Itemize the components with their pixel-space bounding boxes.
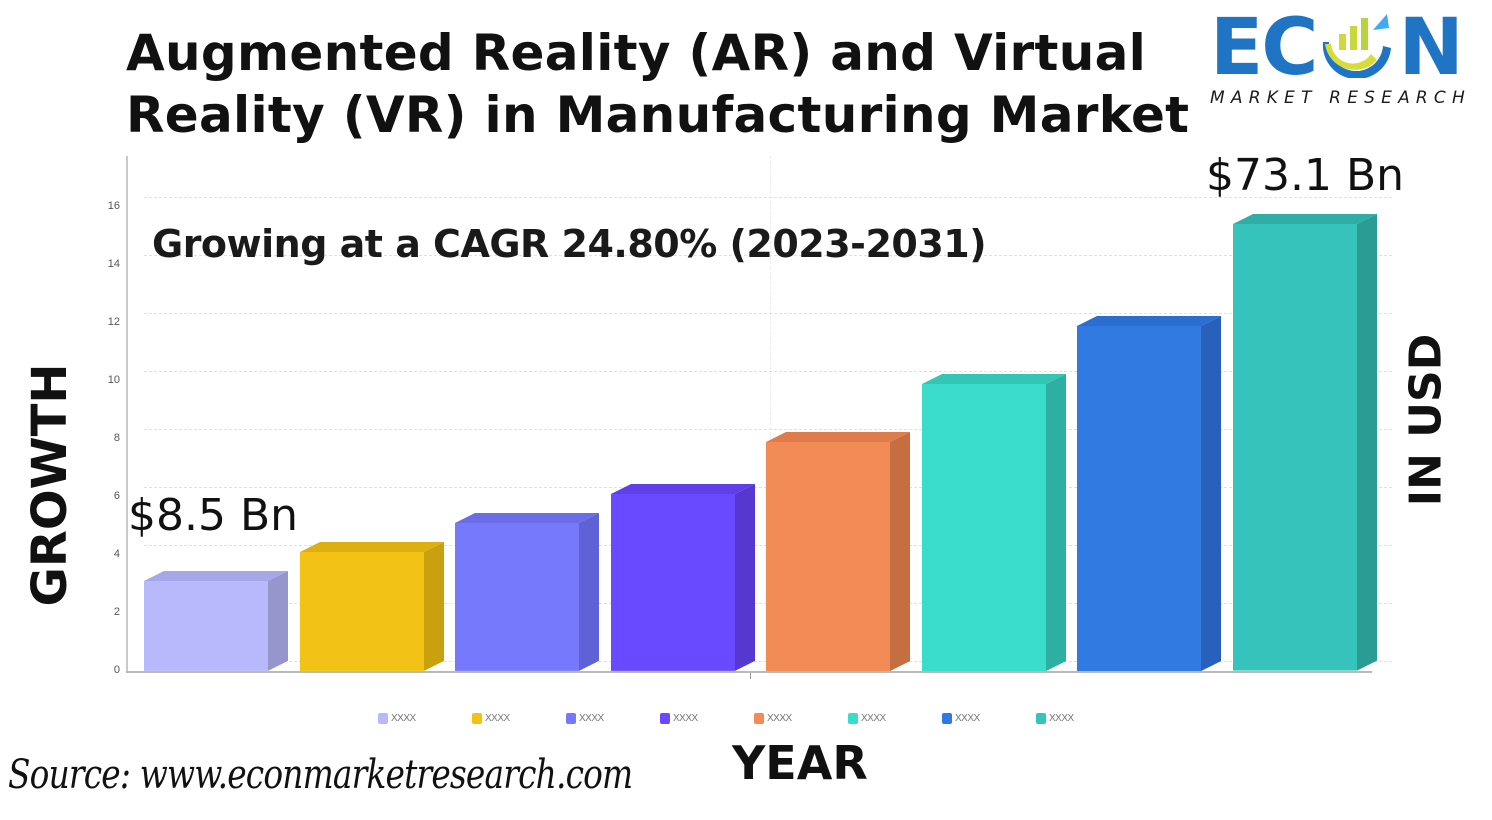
y-tick-label: 14 <box>107 258 120 270</box>
x-axis-label: YEAR <box>732 736 868 790</box>
y-axis-line <box>126 156 128 672</box>
legend-item[interactable]: XXXX <box>378 711 416 725</box>
y-tick-label: 10 <box>107 374 120 386</box>
bar[interactable] <box>1232 214 1377 671</box>
x-axis-center-tick <box>750 673 751 679</box>
currency-label-text: IN USD <box>1400 333 1452 507</box>
legend-item[interactable]: XXXX <box>848 711 886 725</box>
legend-item[interactable]: XXXX <box>660 711 698 725</box>
legend-swatch-icon <box>754 712 764 724</box>
legend-item[interactable]: XXXX <box>566 711 604 725</box>
bar[interactable] <box>766 431 910 671</box>
legend-label: XXXX <box>485 712 510 724</box>
logo-wordmark: EC N <box>1210 3 1464 93</box>
bar[interactable] <box>455 513 599 671</box>
legend-swatch-icon <box>660 712 670 724</box>
legend-item[interactable]: XXXX <box>942 711 980 725</box>
legend-label: XXXX <box>767 712 792 724</box>
source-credit: Source: www.econmarketresearch.com <box>8 752 633 798</box>
brand-logo: EC N MARKET RESEARCH <box>1210 8 1478 108</box>
legend-swatch-icon <box>378 712 388 724</box>
gridline <box>144 371 1392 372</box>
legend-swatch-icon <box>472 712 482 724</box>
cagr-annotation: Growing at a CAGR 24.80% (2023-2031) <box>152 222 987 266</box>
y-tick-label: 6 <box>113 490 120 502</box>
y-tick-label: 16 <box>107 200 120 212</box>
y-axis-label-right: IN USD <box>1396 334 1456 506</box>
gridline <box>144 255 1392 256</box>
gridline <box>144 429 1392 430</box>
legend-label: XXXX <box>579 712 604 724</box>
logo-chart-o-icon <box>1317 8 1399 80</box>
y-tick-label: 2 <box>113 606 120 618</box>
legend-label: XXXX <box>1049 712 1074 724</box>
chart-title: Augmented Reality (AR) and Virtual Reali… <box>126 22 1189 146</box>
legend-label: XXXX <box>391 712 416 724</box>
legend-label: XXXX <box>955 712 980 724</box>
legend-swatch-icon <box>942 712 952 724</box>
legend-label: XXXX <box>673 712 698 724</box>
bar[interactable] <box>610 484 755 671</box>
y-tick-label: 4 <box>113 548 120 560</box>
bar[interactable] <box>144 571 288 671</box>
legend-swatch-icon <box>566 712 576 724</box>
chart-title-line2: Reality (VR) in Manufacturing Market <box>126 86 1190 144</box>
legend-swatch-icon <box>848 712 858 724</box>
logo-subtitle: MARKET RESEARCH <box>1210 88 1471 108</box>
vertical-gridline <box>770 156 771 671</box>
bar[interactable] <box>1077 315 1221 671</box>
chart-title-line1: Augmented Reality (AR) and Virtual <box>126 24 1147 82</box>
y-tick-label: 0 <box>113 664 120 676</box>
legend-label: XXXX <box>861 712 886 724</box>
legend-swatch-icon <box>1036 712 1046 724</box>
gridline <box>144 313 1392 314</box>
bar[interactable] <box>299 542 444 671</box>
end-value-label: $73.1 Bn <box>1206 150 1405 201</box>
start-value-label: $8.5 Bn <box>128 490 299 541</box>
bar[interactable] <box>921 373 1066 671</box>
y-tick-label: 8 <box>113 432 120 444</box>
y-tick-label: 12 <box>107 316 120 328</box>
y-axis-label-text: GROWTH <box>22 363 78 607</box>
y-axis-label-left: GROWTH <box>20 360 80 610</box>
x-axis-line <box>126 671 1372 673</box>
legend-item[interactable]: XXXX <box>1036 711 1074 725</box>
legend-item[interactable]: XXXX <box>754 711 792 725</box>
legend-item[interactable]: XXXX <box>472 711 510 725</box>
gridline <box>144 197 1392 198</box>
